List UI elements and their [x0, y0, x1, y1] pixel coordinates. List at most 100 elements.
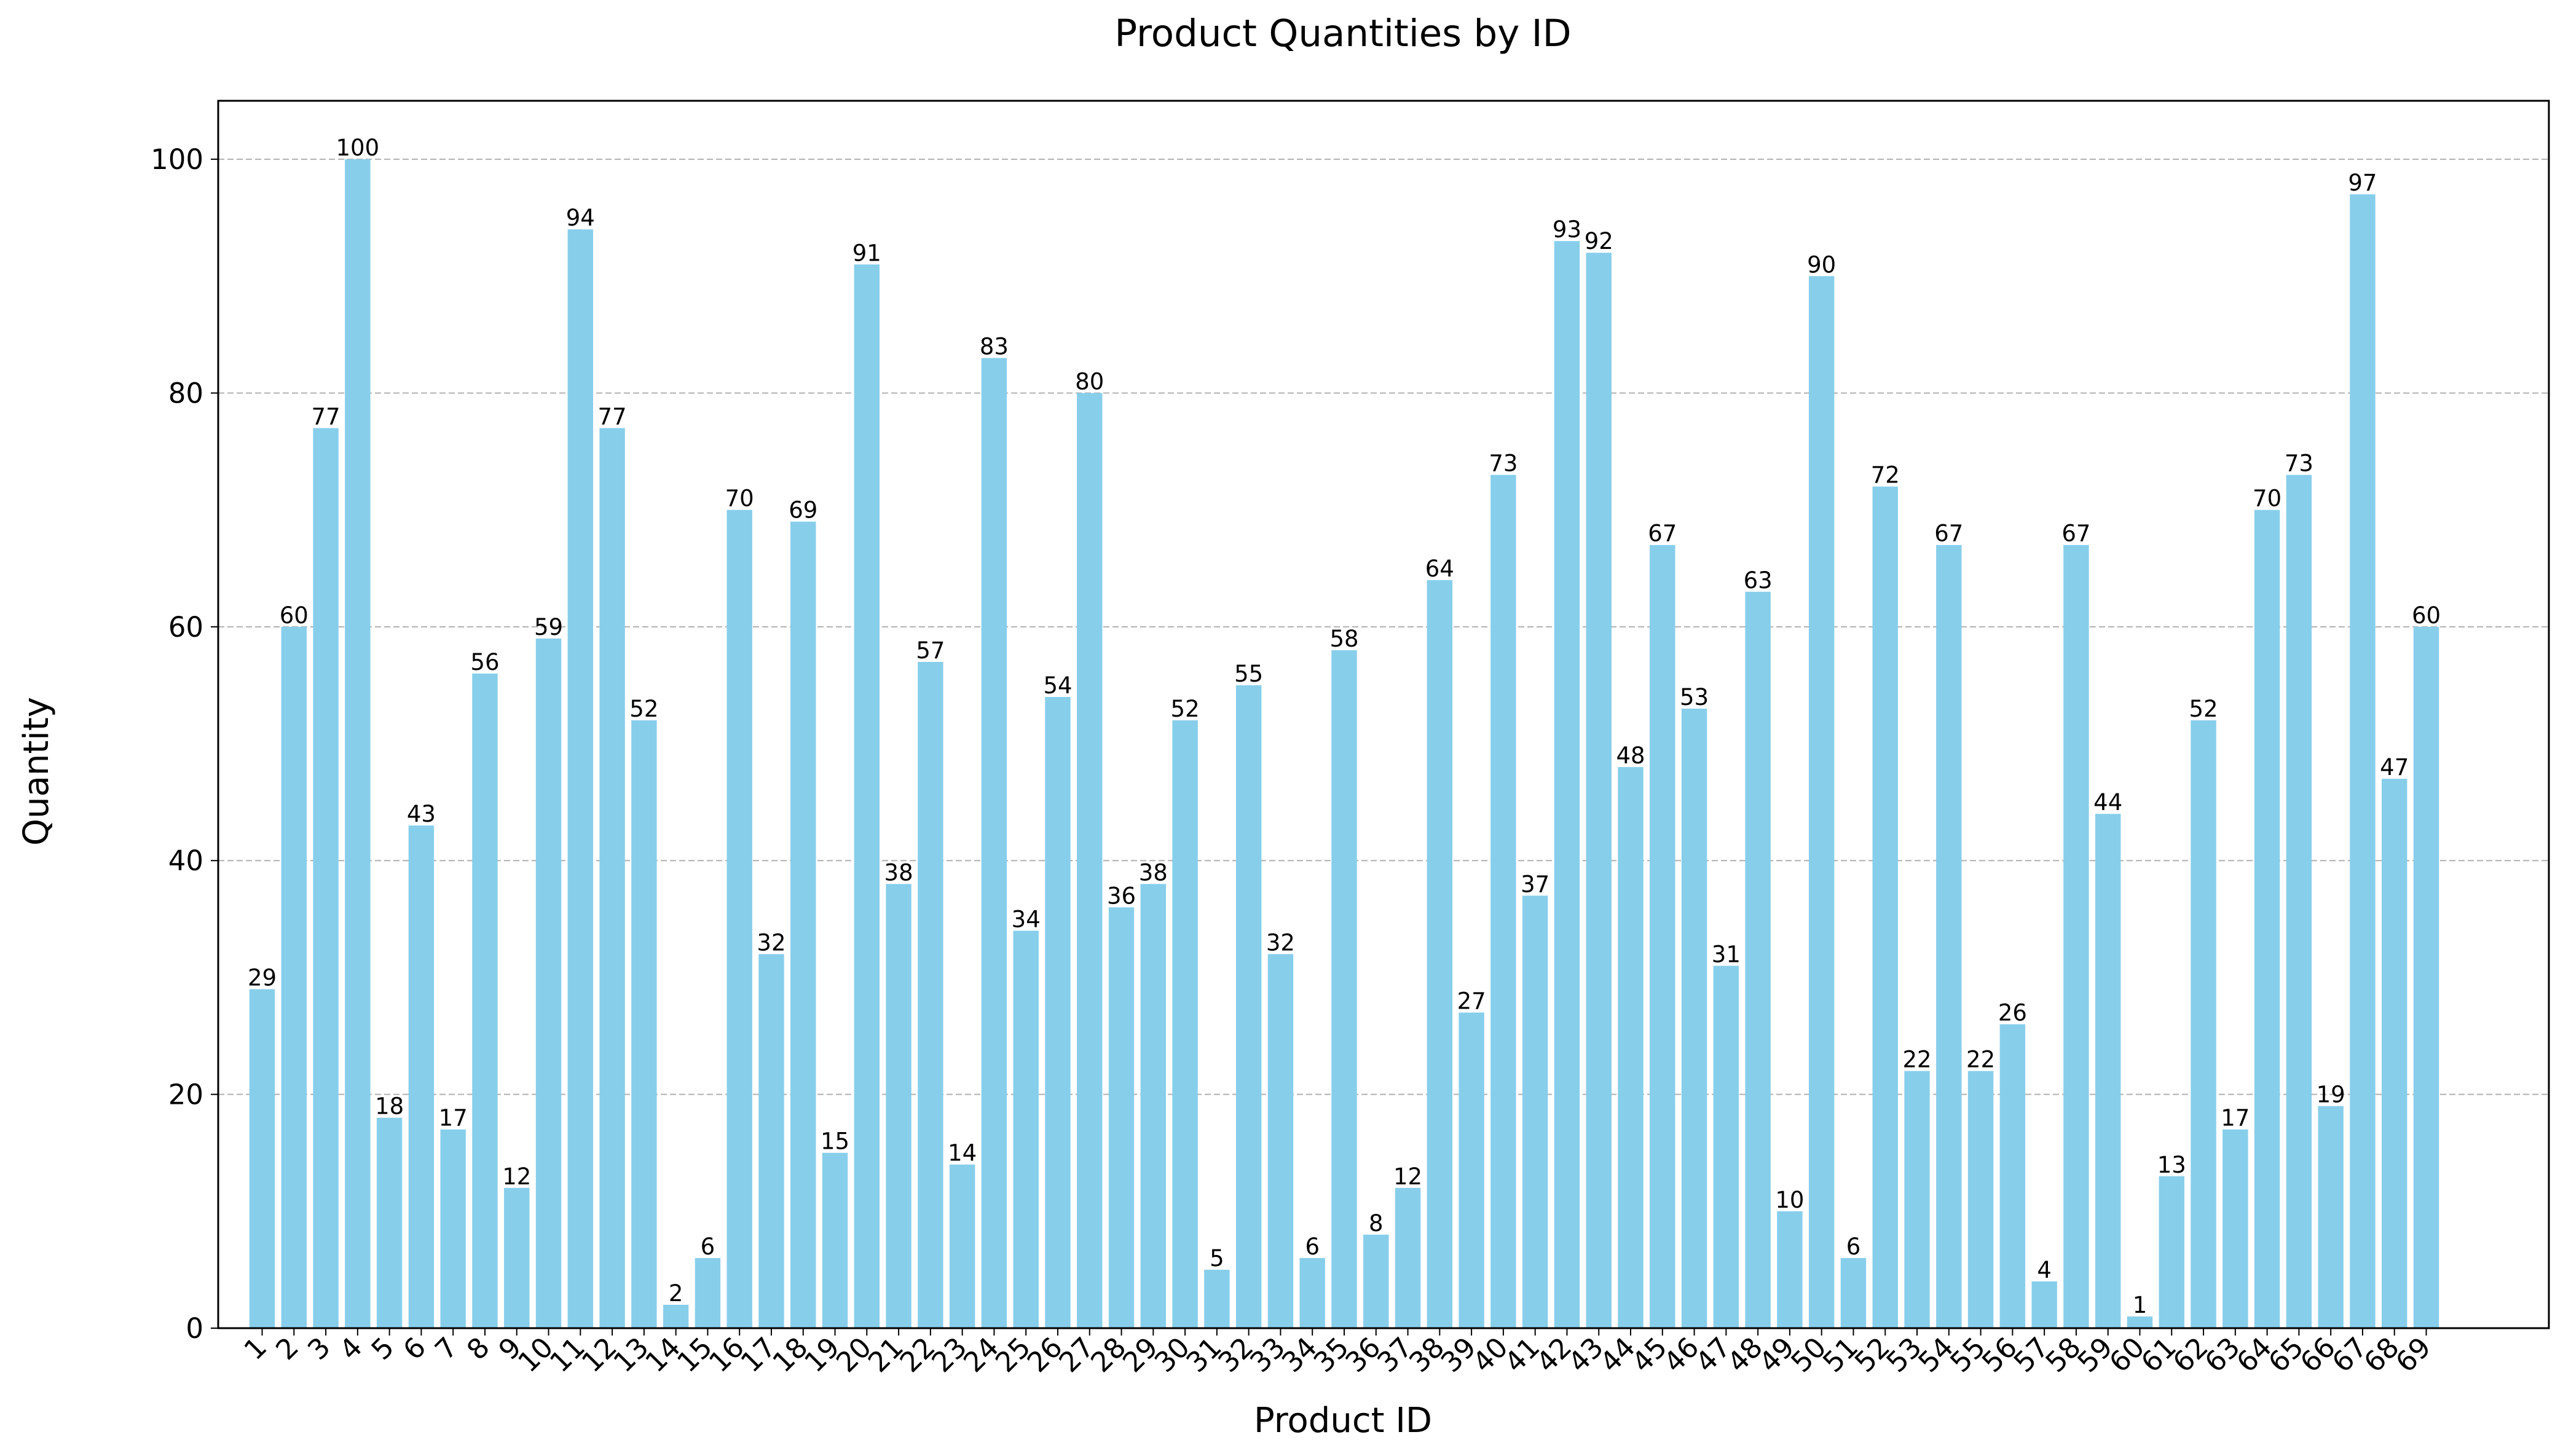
bar [1267, 954, 1294, 1328]
bar [1140, 884, 1167, 1328]
bar-value-label: 77 [598, 404, 627, 430]
bar-value-label: 17 [439, 1105, 468, 1131]
bar-value-label: 14 [948, 1140, 977, 1167]
bar-value-label: 13 [2157, 1152, 2186, 1178]
bar [1427, 580, 1453, 1328]
bar-value-labels: 2960771001843175612599477522670326915913… [248, 135, 2441, 1318]
bar-value-label: 12 [502, 1163, 531, 1190]
bar [249, 989, 275, 1328]
bar-value-label: 12 [1393, 1163, 1422, 1190]
bar-value-label: 38 [884, 859, 913, 886]
x-tick-label: 7 [428, 1331, 464, 1366]
bar [1331, 650, 1357, 1328]
bar [695, 1257, 721, 1328]
bar-value-label: 58 [1329, 626, 1358, 652]
bar-value-label: 91 [852, 240, 881, 266]
bar-value-label: 67 [1648, 521, 1677, 547]
bar-value-label: 15 [821, 1128, 849, 1155]
bar [1490, 474, 1516, 1328]
bar-value-label: 6 [1846, 1234, 1861, 1260]
bar [1522, 895, 1548, 1328]
bar [1299, 1257, 1325, 1328]
bar [631, 720, 657, 1328]
bar [1872, 486, 1898, 1328]
bar [1999, 1024, 2026, 1328]
bar [663, 1304, 689, 1328]
bar [2031, 1281, 2057, 1328]
bar-value-label: 69 [789, 497, 817, 524]
bar-value-label: 5 [1210, 1245, 1224, 1272]
bar-value-label: 52 [629, 696, 658, 722]
bar-value-label: 60 [2412, 602, 2441, 629]
bars [249, 159, 2439, 1329]
bar-value-label: 60 [280, 602, 309, 629]
bar-value-label: 67 [1934, 521, 1963, 547]
bar [1840, 1257, 1867, 1328]
bar [2095, 814, 2121, 1328]
bar [376, 1117, 403, 1328]
bar-value-label: 59 [534, 614, 563, 640]
bar-value-label: 32 [757, 929, 785, 956]
bar-value-label: 6 [701, 1234, 715, 1260]
bar-value-label: 53 [1680, 684, 1709, 710]
bar-value-label: 52 [1171, 696, 1200, 722]
y-axis-label: Quantity [17, 697, 57, 846]
bar [504, 1187, 530, 1328]
x-tick-label: 69 [2389, 1331, 2437, 1379]
bar [981, 358, 1007, 1328]
bar [1172, 720, 1198, 1328]
bar [1459, 1012, 1484, 1328]
bar-value-label: 70 [2253, 486, 2282, 512]
bar [2286, 474, 2312, 1328]
bar [2063, 545, 2089, 1328]
bar [599, 428, 625, 1328]
bar [1777, 1211, 1803, 1328]
bar [1681, 708, 1707, 1328]
chart-title: Product Quantities by ID [1114, 12, 1571, 55]
bar-value-label: 47 [2380, 754, 2409, 781]
bar [1554, 241, 1580, 1329]
y-tick-label: 40 [168, 844, 203, 877]
bar-value-label: 36 [1107, 883, 1136, 909]
bar-value-label: 43 [407, 801, 436, 827]
bar-value-label: 77 [312, 404, 341, 430]
bar [2413, 626, 2439, 1328]
bar [1745, 591, 1771, 1328]
bar [1395, 1187, 1421, 1328]
bar [822, 1152, 848, 1328]
bar [1967, 1071, 1994, 1328]
bar [1108, 907, 1135, 1328]
bar-value-label: 72 [1871, 462, 1900, 489]
bar-value-label: 1 [2133, 1292, 2148, 1318]
bar-value-label: 32 [1266, 929, 1295, 956]
y-tick-label: 20 [168, 1079, 203, 1111]
bar-value-label: 56 [470, 649, 499, 675]
bar-value-label: 48 [1616, 742, 1645, 769]
bar [408, 825, 435, 1328]
bar [1904, 1071, 1930, 1328]
bar [1618, 767, 1644, 1328]
bar [2191, 720, 2216, 1328]
bar-value-label: 73 [2285, 451, 2313, 477]
bar [2222, 1129, 2248, 1328]
y-tick-label: 100 [151, 143, 203, 176]
bar-value-label: 73 [1489, 451, 1518, 477]
bar-value-label: 19 [2317, 1082, 2345, 1108]
bar [2254, 510, 2280, 1328]
bar [440, 1129, 466, 1328]
bar [2382, 779, 2407, 1328]
bar [313, 428, 339, 1328]
bar-value-label: 64 [1425, 556, 1454, 582]
bar [1936, 545, 1962, 1328]
plot-frame [217, 100, 2550, 1329]
bar-value-label: 80 [1075, 368, 1104, 395]
bar [758, 954, 784, 1328]
bar [1363, 1234, 1389, 1328]
bar-value-label: 70 [725, 486, 754, 512]
bar [2350, 194, 2376, 1329]
y-tick-label: 60 [168, 611, 203, 643]
bar [1077, 393, 1103, 1328]
bar [790, 521, 816, 1328]
bar-value-label: 26 [1998, 1000, 2027, 1026]
